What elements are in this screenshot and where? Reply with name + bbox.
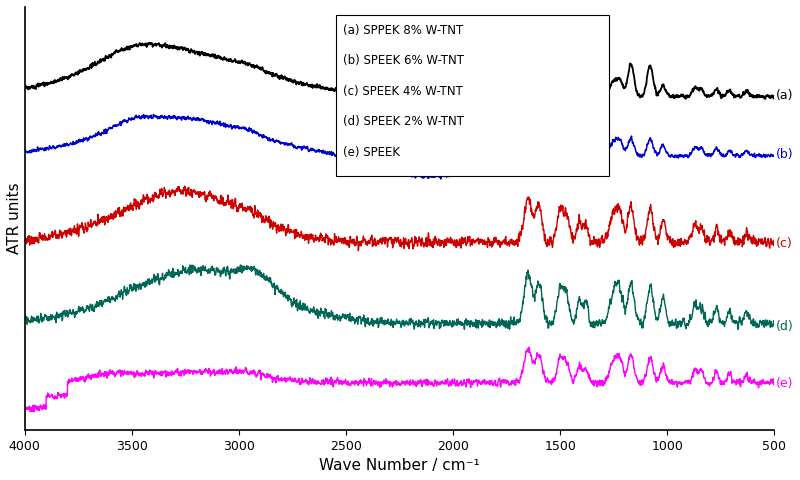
- Bar: [336, 15, 610, 176]
- Text: (c): (c): [775, 237, 792, 250]
- X-axis label: Wave Number / cm⁻¹: Wave Number / cm⁻¹: [319, 458, 480, 473]
- Y-axis label: ATR units: ATR units: [7, 182, 22, 254]
- Text: (d): (d): [775, 320, 794, 333]
- Text: (c) SPEEK 4% W-TNT: (c) SPEEK 4% W-TNT: [343, 85, 463, 98]
- Text: (b) SPEEK 6% W-TNT: (b) SPEEK 6% W-TNT: [343, 54, 464, 67]
- Text: (e): (e): [775, 377, 793, 390]
- Text: (a) SPPEK 8% W-TNT: (a) SPPEK 8% W-TNT: [343, 24, 463, 37]
- Text: (d) SPEEK 2% W-TNT: (d) SPEEK 2% W-TNT: [343, 115, 464, 128]
- Text: (b): (b): [775, 148, 793, 161]
- Text: (e) SPEEK: (e) SPEEK: [343, 145, 400, 158]
- Text: (a): (a): [775, 89, 793, 102]
